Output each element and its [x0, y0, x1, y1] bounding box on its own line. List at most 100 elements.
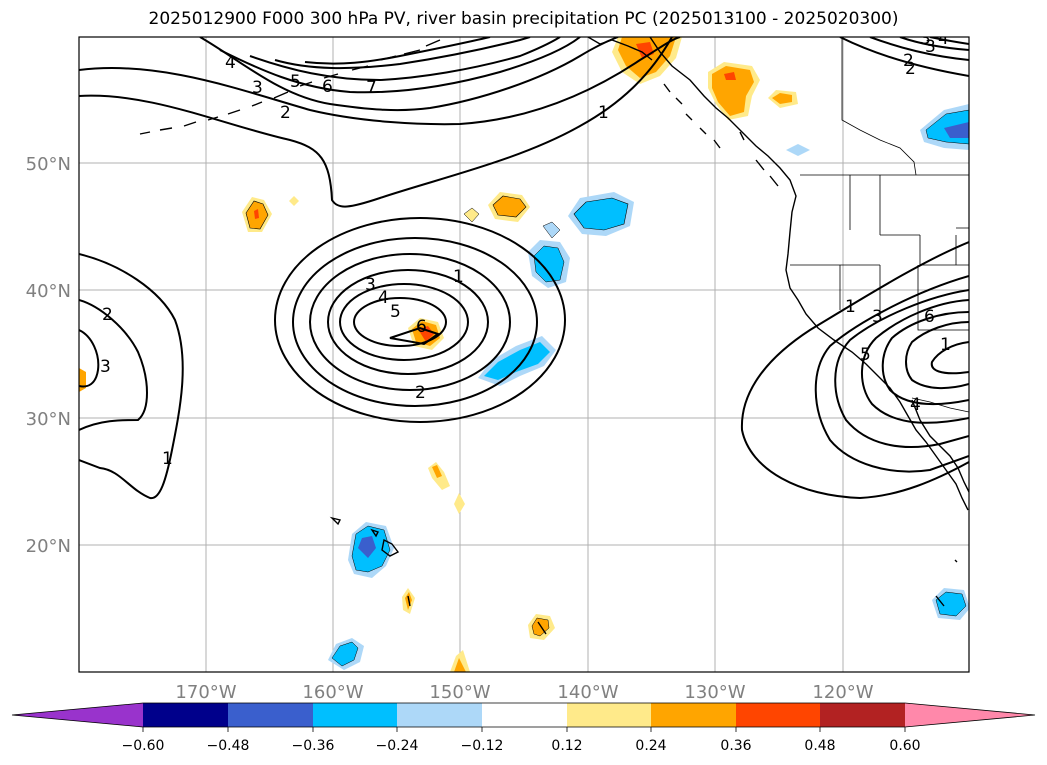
contour-labels: 4 3 2 5 6 7 1 2 3 2 3 4 5 6 1 2 3 1 2 3: [100, 29, 951, 469]
pv-contour: [740, 241, 969, 500]
pv-contour: [834, 289, 969, 448]
pv-contour: [79, 37, 681, 126]
colorbar-segment: [820, 703, 905, 727]
pv-contour: [905, 321, 969, 390]
colorbar-tick-label: 0.36: [720, 738, 751, 754]
contour-label: 1: [845, 297, 856, 317]
colorbar-segment: [228, 703, 313, 727]
colorbar-tick-label: 0.60: [889, 738, 920, 754]
lon-label: 130°W: [684, 682, 745, 703]
colorbar-tick-label: −0.48: [207, 738, 250, 754]
lon-label: 160°W: [302, 682, 363, 703]
colorbar-segment: [12, 703, 143, 727]
lon-label: 120°W: [812, 682, 873, 703]
precip-blob-positive: [79, 368, 86, 392]
border-us-mexico: [911, 397, 969, 413]
colorbar: −0.60 −0.48 −0.36 −0.24 −0.12 0.12 0.24 …: [11, 702, 1036, 754]
pv-contour: [839, 37, 969, 77]
contour-label: 5: [290, 72, 301, 92]
border-alaska-canada: [841, 37, 917, 176]
contour-label: 1: [598, 103, 609, 123]
pv-contour: [274, 217, 566, 423]
pv-contour: [79, 253, 184, 500]
colorbar-segment: [313, 703, 397, 727]
precip-blob-positive: [454, 493, 465, 514]
colorbar-segment: [905, 703, 1035, 727]
contour-label: 3: [872, 307, 883, 327]
pv-contour: [814, 275, 969, 473]
coastline-hawaii: [329, 516, 400, 557]
lon-label: 170°W: [175, 682, 236, 703]
map-panel: 4 3 2 5 6 7 1 2 3 2 3 4 5 6 1 2 3 1 2 3: [78, 29, 970, 673]
contour-label: 5: [860, 345, 871, 365]
contour-label: 1: [940, 335, 951, 355]
lat-label: 50°N: [26, 154, 71, 175]
contour-label: 4: [225, 53, 236, 73]
figure-title: 2025012900 F000 300 hPa PV, river basin …: [148, 9, 899, 29]
colorbar-tick-label: −0.60: [122, 738, 165, 754]
colorbar-segment: [482, 703, 567, 727]
precip-blob-positive: [289, 196, 299, 206]
contour-label: 3: [925, 37, 936, 57]
contour-label: 2: [415, 383, 426, 403]
colorbar-segment: [651, 703, 736, 727]
colorbar-segment: [736, 703, 820, 727]
contour-label: 6: [924, 307, 935, 327]
map-frame: [78, 36, 970, 673]
lat-label: 20°N: [26, 536, 71, 557]
contour-label: 2: [280, 103, 291, 123]
lon-label: 150°W: [429, 682, 490, 703]
colorbar-tick-label: −0.12: [461, 738, 504, 754]
coastline-alaska: [587, 37, 653, 61]
pv-contour: [249, 37, 561, 82]
pv-contour: [309, 253, 511, 391]
political-borders: [790, 37, 969, 413]
colorbar-segment: [143, 703, 228, 727]
contour-label: 4: [938, 29, 949, 49]
pv-contour: [79, 299, 148, 431]
contour-label: 3: [252, 78, 263, 98]
colorbar-tick-label: 0.24: [635, 738, 666, 754]
contour-label: 3: [920, 29, 931, 49]
alaska-panhandle-islands: [663, 83, 779, 187]
colorbar-ticks: [142, 727, 906, 732]
pv-contour: [304, 37, 491, 65]
precip-blob-negative: [786, 144, 810, 156]
pv-contour: [292, 237, 538, 407]
colorbar-tick-label: −0.24: [376, 738, 419, 754]
colorbar-tick-label: 0.48: [804, 738, 835, 754]
contour-label: 2: [903, 51, 914, 71]
contour-label: 3: [100, 357, 111, 377]
pv-contour: [79, 329, 100, 388]
contour-label: 6: [322, 77, 333, 97]
pv-contour: [860, 299, 969, 424]
lon-label: 140°W: [557, 682, 618, 703]
contour-label: 6: [416, 317, 427, 337]
lat-label: 30°N: [26, 409, 71, 430]
contour-label: 7: [366, 78, 377, 98]
pv-contour: [274, 37, 531, 70]
contour-label: 2: [905, 59, 916, 79]
pv-contour: [219, 37, 581, 94]
pv-contour: [339, 283, 469, 361]
pv-contour: [869, 37, 969, 61]
contour-label: 4: [910, 395, 921, 415]
contour-label: 5: [390, 302, 401, 322]
pv-contour: [881, 311, 969, 406]
pv-contour: [199, 37, 619, 112]
colorbar-tick-label: −0.36: [292, 738, 335, 754]
colorbar-segment: [567, 703, 651, 727]
longitude-labels: 170°W 160°W 150°W 140°W 130°W 120°W: [175, 682, 873, 703]
pv-contour: [79, 37, 673, 208]
contour-label: 3: [365, 275, 376, 295]
contour-label: 1: [162, 449, 173, 469]
pv-contour: [929, 37, 969, 45]
colorbar-tick-label: 0.12: [551, 738, 582, 754]
coastline-north-america: [649, 37, 969, 511]
pv-contour: [353, 297, 447, 347]
colorbar-segment: [397, 703, 482, 727]
lat-label: 40°N: [26, 281, 71, 302]
contour-label: 4: [378, 288, 389, 308]
pv-contours: [79, 37, 969, 500]
